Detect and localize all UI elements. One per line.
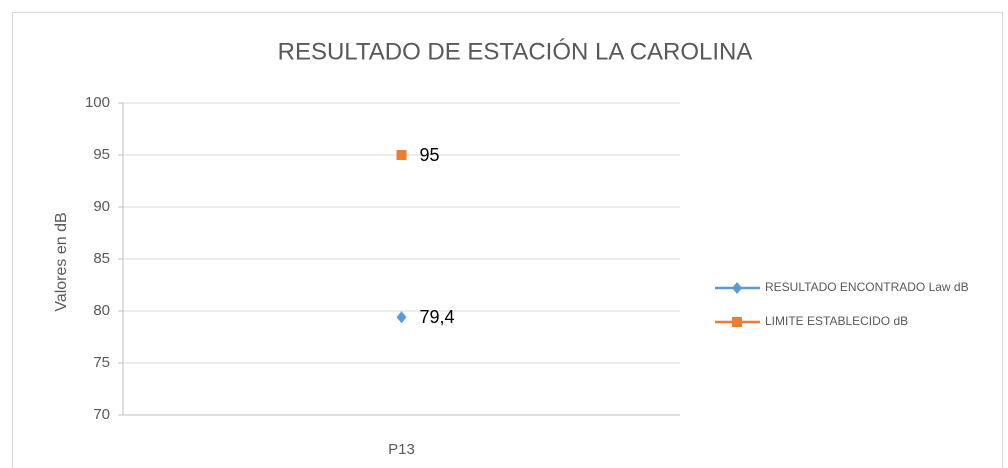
x-tick-label: P13 (388, 441, 415, 458)
marker (396, 150, 407, 160)
y-tick-label: 85 (93, 250, 110, 267)
legend-label: RESULTADO ENCONTRADO Law dB (765, 280, 969, 294)
chart-title: RESULTADO DE ESTACIÓN LA CAROLINA (278, 38, 753, 65)
y-tick-label: 75 (93, 354, 110, 371)
y-tick-label: 95 (93, 146, 110, 163)
chart-frame (12, 12, 1003, 468)
marker (396, 311, 407, 324)
y-tick-label: 100 (85, 94, 110, 111)
marker (732, 317, 742, 327)
y-axis-title: Valores en dB (53, 212, 70, 311)
marker (732, 282, 742, 294)
y-tick-label: 90 (93, 198, 110, 215)
data-label: 95 (420, 145, 440, 165)
y-tick-label: 80 (93, 302, 110, 319)
data-label: 79,4 (420, 307, 455, 327)
y-tick-label: 70 (93, 406, 110, 423)
legend-label: LIMITE ESTABLECIDO dB (765, 314, 908, 328)
